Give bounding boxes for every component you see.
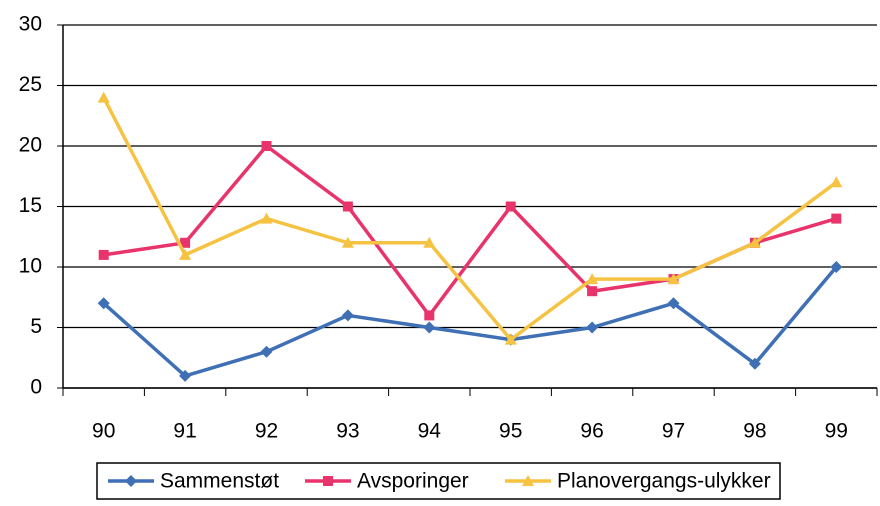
marker (97, 91, 110, 103)
y-tick-label: 0 (30, 376, 42, 399)
x-tick-label: 95 (499, 420, 522, 443)
marker (504, 333, 517, 345)
y-tick-label: 10 (19, 255, 42, 278)
marker (830, 261, 843, 273)
marker (179, 369, 192, 382)
marker (423, 236, 436, 248)
y-tick-label: 30 (19, 13, 42, 36)
marker (97, 297, 110, 310)
series-line (102, 96, 838, 342)
x-tick-label: 90 (92, 420, 115, 443)
marker (341, 309, 354, 322)
marker (424, 310, 435, 321)
series-line (102, 265, 838, 378)
x-tick-label: 98 (743, 420, 766, 443)
x-tick-label: 92 (255, 420, 278, 443)
marker (505, 201, 516, 212)
marker (748, 357, 761, 370)
x-tick-label: 99 (825, 420, 848, 443)
marker (98, 249, 109, 260)
marker (667, 297, 680, 310)
x-tick-label: 97 (662, 420, 685, 443)
y-tick-label: 5 (30, 315, 42, 338)
marker (260, 345, 273, 358)
marker (180, 237, 191, 248)
marker (423, 321, 436, 334)
marker (125, 475, 137, 487)
x-tick-label: 96 (580, 420, 603, 443)
legend-label: Avsporinger (357, 470, 469, 493)
marker (261, 141, 272, 151)
marker (587, 286, 598, 297)
legend-label: Sammenstøt (160, 470, 279, 493)
marker (341, 236, 354, 248)
marker (522, 475, 534, 486)
marker (831, 213, 842, 224)
marker (748, 236, 761, 248)
marker (667, 273, 680, 285)
marker (179, 248, 192, 260)
marker (342, 201, 353, 212)
y-tick-label: 25 (19, 73, 42, 96)
y-tick-label: 15 (19, 194, 42, 217)
legend-label: Planovergangs-ulykker (557, 470, 771, 493)
marker (260, 212, 273, 224)
marker (586, 321, 599, 334)
legend (96, 462, 781, 500)
marker (586, 273, 599, 285)
y-tick-label: 20 (19, 134, 42, 157)
x-tick-label: 94 (418, 420, 442, 443)
marker (323, 476, 333, 486)
x-tick-label: 91 (173, 420, 196, 443)
marker (830, 176, 843, 188)
x-tick-label: 93 (336, 420, 359, 443)
